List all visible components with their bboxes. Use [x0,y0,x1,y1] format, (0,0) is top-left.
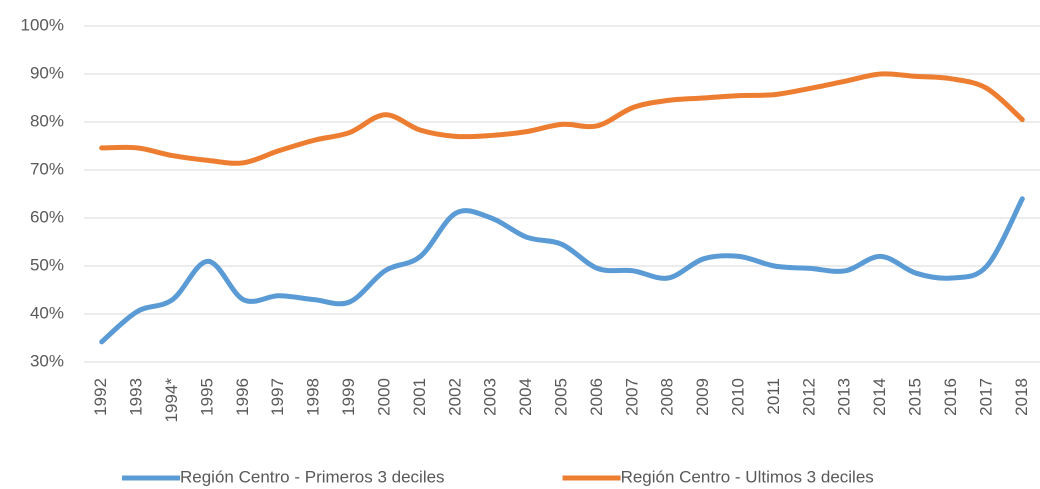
x-tick-label: 2000 [374,378,393,416]
x-tick-label: 2008 [658,378,677,416]
y-tick-label: 60% [30,207,64,226]
series-line [99,71,1025,166]
x-tick-label: 1992 [91,378,110,416]
x-tick-label: 2016 [941,378,960,416]
x-tick-label: 2012 [799,378,818,416]
y-tick-label: 30% [30,351,64,370]
x-tick-label: 2001 [410,378,429,416]
x-tick-label: 2004 [516,378,535,416]
x-tick-label: 2010 [729,378,748,416]
x-tick-label: 2013 [835,378,854,416]
x-tick-label: 2017 [976,378,995,416]
x-tick-label: 2009 [693,378,712,416]
x-tick-label: 2003 [481,378,500,416]
x-tick-label: 2015 [906,378,925,416]
x-tick-label: 2007 [622,378,641,416]
legend: Región Centro - Primeros 3 deciles Región… [122,467,874,486]
x-tick-label: 2002 [445,378,464,416]
x-tick-label: 1997 [268,378,287,416]
legend-label: Región Centro - Ultimos 3 deciles [621,467,874,486]
x-tick-label: 1998 [304,378,323,416]
y-tick-label: 80% [30,111,64,130]
y-tick-label: 70% [30,159,64,178]
legend-label: Región Centro - Primeros 3 deciles [180,467,445,486]
x-tick-label: 1993 [127,378,146,416]
x-tick-label: 1994* [162,378,181,423]
y-tick-label: 90% [30,63,64,82]
x-tick-label: 2018 [1012,378,1031,416]
x-tick-label: 2006 [587,378,606,416]
y-tick-label: 40% [30,303,64,322]
y-tick-label: 50% [30,255,64,274]
x-tick-label: 2005 [551,378,570,416]
x-tick-label: 1996 [233,378,252,416]
x-tick-label: 1999 [339,378,358,416]
x-tick-label: 2014 [870,378,889,416]
y-tick-label: 100% [21,15,64,34]
x-tick-label: 2011 [764,378,783,415]
series-line [99,196,1025,345]
x-tick-label: 1995 [197,378,216,416]
